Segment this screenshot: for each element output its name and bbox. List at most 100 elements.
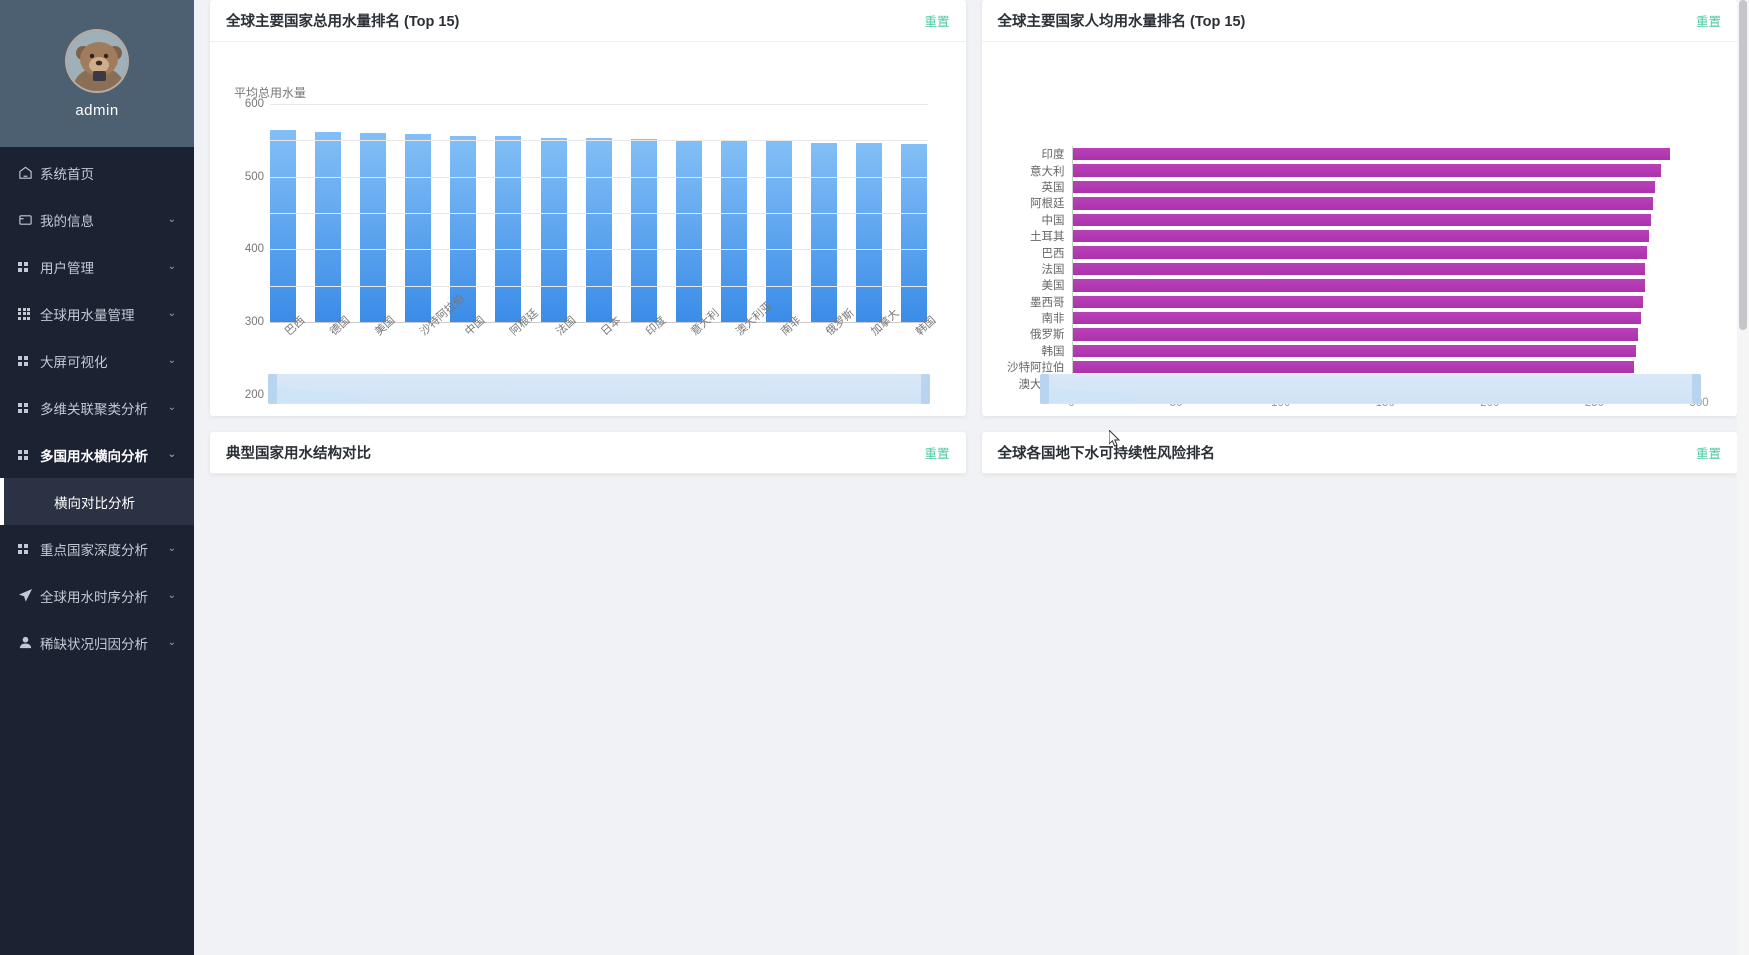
gridline: 500	[245, 140, 928, 183]
chart-row[interactable]: 阿根廷	[982, 195, 1700, 212]
bar[interactable]	[585, 138, 612, 322]
bar[interactable]	[360, 132, 387, 322]
datazoom-slider[interactable]	[268, 374, 930, 404]
bar[interactable]	[1072, 148, 1670, 161]
bar[interactable]	[766, 141, 793, 322]
chart-row[interactable]: 韩国	[982, 342, 1700, 360]
bar[interactable]	[856, 143, 883, 322]
reset-button[interactable]: 重置	[1695, 447, 1721, 461]
chart-row[interactable]: 印度	[982, 146, 1700, 163]
sidebar-item-scarcity-attribution-analysis[interactable]: 稀缺状况归因分析 ⌄	[0, 619, 194, 666]
chart-row[interactable]: 法国	[982, 260, 1700, 278]
sidebar-item-global-water-management[interactable]: 全球用水量管理 ⌄	[0, 290, 194, 337]
sidebar-menu: 系统首页 我的信息 ⌄ 用户管理 ⌄ 全球用水量管理 ⌄	[0, 147, 194, 666]
reset-button[interactable]: 重置	[924, 15, 950, 29]
send-icon	[18, 588, 40, 603]
sidebar-item-multicountry-horizontal-analysis[interactable]: 多国用水横向分析 ⌄	[0, 431, 194, 478]
bar[interactable]	[675, 139, 702, 322]
sidebar-item-key-country-deep-analysis[interactable]: 重点国家深度分析 ⌄	[0, 525, 194, 572]
sidebar-item-label: 系统首页	[40, 166, 94, 182]
bar[interactable]	[1072, 328, 1639, 341]
scrollbar-thumb[interactable]	[1739, 0, 1747, 330]
bar[interactable]	[1072, 361, 1635, 374]
x-axis-ticks: 巴西 德国 美国 沙特阿拉伯 中国 阿根廷 法国 日本 印度 意大利 澳大利亚 南非 俄罗斯 加拿大 韩国	[270, 292, 939, 373]
chevron-down-icon: ⌄	[167, 261, 176, 272]
bar[interactable]	[1072, 279, 1645, 292]
bar[interactable]	[1072, 295, 1643, 308]
datazoom-handle-right[interactable]	[1692, 374, 1701, 404]
y-axis-tick: 600	[244, 98, 264, 110]
page-title: 全球主要国家总用水量排名 (Top 15)	[226, 14, 460, 30]
bar[interactable]	[270, 129, 296, 322]
avatar[interactable]	[65, 28, 129, 93]
bar[interactable]	[1072, 311, 1641, 325]
page-scrollbar[interactable]	[1737, 0, 1749, 955]
datazoom-slider[interactable]	[1039, 374, 1701, 404]
bar[interactable]	[811, 142, 838, 322]
sidebar-subitem-horizontal-comparison[interactable]: 横向对比分析	[0, 478, 194, 525]
bar-track	[1071, 260, 1700, 278]
bar-track	[1071, 309, 1700, 327]
sidebar-item-global-water-timeseries-analysis[interactable]: 全球用水时序分析 ⌄	[0, 572, 194, 619]
bar[interactable]	[1072, 246, 1647, 259]
y-axis-tick-label: 美国	[1041, 280, 1065, 293]
card-header: 全球各国地下水可持续性风险排名 重置	[981, 432, 1737, 474]
chart-row[interactable]: 俄罗斯	[982, 326, 1700, 343]
bar[interactable]	[315, 132, 342, 322]
gridline: 200	[245, 249, 928, 401]
card-percapita-water-ranking: 全球主要国家人均用水量排名 (Top 15) 重置 印度 意大利 英国 阿根廷 中国 土耳…	[981, 0, 1738, 416]
bar[interactable]	[901, 143, 928, 322]
sidebar-item-user-management[interactable]: 用户管理 ⌄	[0, 243, 194, 290]
profile-name: admin	[75, 101, 119, 119]
bar[interactable]	[1072, 213, 1651, 226]
bar[interactable]	[495, 135, 522, 322]
chart-row[interactable]: 意大利	[982, 162, 1700, 179]
x-axis-tick: 俄罗斯	[811, 307, 857, 373]
bar-track	[1071, 244, 1700, 261]
bar-track	[1071, 326, 1700, 343]
datazoom-preview-curve	[1040, 386, 1134, 403]
sidebar-item-big-screen-visualization[interactable]: 大屏可视化 ⌄	[0, 337, 194, 384]
bar[interactable]	[405, 134, 432, 322]
bar[interactable]	[1072, 164, 1662, 177]
sidebar-item-multidim-cluster-analysis[interactable]: 多维关联聚类分析 ⌄	[0, 384, 194, 431]
chart-row[interactable]: 美国	[982, 277, 1700, 294]
chart-row[interactable]: 英国	[982, 178, 1700, 196]
sidebar-item-my-info[interactable]: 我的信息 ⌄	[0, 196, 194, 243]
datazoom-handle-left[interactable]	[268, 374, 277, 404]
chart-row[interactable]: 土耳其	[982, 227, 1700, 245]
chart-plot-area: 0100200300400500600	[245, 98, 928, 401]
card-groundwater-risk-ranking: 全球各国地下水可持续性风险排名 重置 地下水消耗率 墨西哥墨西哥: 2.80%加…	[981, 432, 1737, 474]
chart-row[interactable]: 巴西	[982, 244, 1700, 261]
bar[interactable]	[720, 139, 747, 322]
chart-row[interactable]: 沙特阿拉伯	[982, 359, 1700, 376]
chart-row[interactable]: 中国	[982, 211, 1700, 228]
bar[interactable]	[1072, 180, 1656, 194]
y-axis-tick-label: 韩国	[1041, 345, 1065, 358]
bar-track	[1071, 146, 1700, 163]
bar[interactable]	[540, 137, 567, 322]
grid-icon	[18, 402, 40, 413]
bar[interactable]	[630, 138, 657, 322]
bar-series: 印度意大利英国阿根廷中国土耳其巴西法国美国墨西哥南非俄罗斯韩国沙特阿拉伯澳大利亚	[982, 146, 1700, 392]
chart-total-water[interactable]: 平均总用水量 0100200300400500600 巴西德国美国沙特阿拉伯中国…	[210, 42, 966, 416]
bar[interactable]	[1072, 229, 1649, 243]
y-axis-tick-label: 意大利	[1030, 165, 1065, 178]
x-axis-tick: 阿根廷	[495, 307, 541, 373]
sidebar-item-home[interactable]: 系统首页	[0, 149, 194, 196]
bar[interactable]	[1072, 344, 1637, 358]
reset-button[interactable]: 重置	[1695, 15, 1721, 29]
bar[interactable]	[450, 135, 477, 322]
datazoom-handle-left[interactable]	[1039, 374, 1049, 404]
bar-track	[1071, 277, 1700, 294]
chart-row[interactable]: 南非	[982, 309, 1700, 327]
bar[interactable]	[1072, 197, 1654, 210]
chart-percapita-water[interactable]: 印度意大利英国阿根廷中国土耳其巴西法国美国墨西哥南非俄罗斯韩国沙特阿拉伯澳大利亚…	[982, 42, 1738, 416]
datazoom-handle-right[interactable]	[920, 374, 930, 404]
user-icon	[18, 635, 40, 650]
main-content: 全球主要国家总用水量排名 (Top 15) 重置 平均总用水量 01002003…	[194, 0, 1749, 955]
bar[interactable]	[1072, 262, 1645, 276]
x-axis-tick: 法国	[541, 315, 578, 373]
chart-row[interactable]: 墨西哥	[982, 293, 1700, 310]
reset-button[interactable]: 重置	[924, 447, 950, 461]
